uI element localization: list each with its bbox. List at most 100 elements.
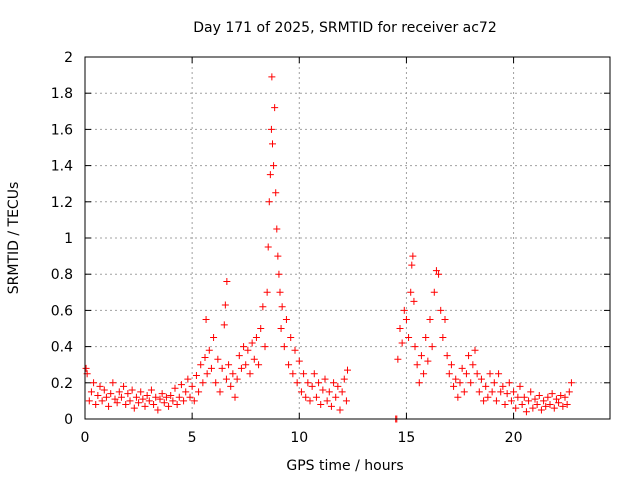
data-point <box>300 370 308 378</box>
data-point <box>275 270 283 278</box>
data-point <box>137 388 145 396</box>
data-point <box>522 408 530 416</box>
data-point <box>535 391 543 399</box>
data-point <box>321 375 329 383</box>
data-point <box>445 370 453 378</box>
data-point <box>152 393 160 401</box>
data-point <box>264 243 272 251</box>
data-point <box>411 343 419 351</box>
data-point <box>325 388 333 396</box>
data-point <box>527 388 535 396</box>
data-point <box>327 402 335 410</box>
data-point <box>240 343 248 351</box>
data-point <box>100 386 108 394</box>
data-point <box>413 361 421 369</box>
data-point <box>216 388 224 396</box>
data-point <box>544 393 552 401</box>
data-point <box>306 397 314 405</box>
data-point <box>469 361 477 369</box>
data-point <box>269 140 276 148</box>
data-point <box>128 386 136 394</box>
data-point <box>293 379 301 387</box>
y-axis-label: SRMTID / TECUs <box>6 182 22 295</box>
data-point <box>188 382 196 390</box>
data-point <box>315 379 323 387</box>
plot-frame <box>84 56 611 420</box>
data-point <box>561 393 569 401</box>
data-point <box>394 355 402 363</box>
data-point <box>537 406 545 414</box>
y-tick-label: 0.4 <box>51 340 73 356</box>
data-point <box>274 252 282 260</box>
data-point <box>426 315 434 323</box>
x-tick-label: 5 <box>188 430 197 446</box>
data-point <box>439 334 447 342</box>
data-point <box>310 370 318 378</box>
chart-title: Day 171 of 2025, SRMTID for receiver ac7… <box>193 20 497 36</box>
data-point <box>477 375 485 383</box>
data-point <box>555 399 563 407</box>
data-point <box>565 388 573 396</box>
data-point <box>154 406 162 414</box>
data-point <box>484 393 492 401</box>
data-point <box>420 370 428 378</box>
data-point <box>156 395 164 403</box>
data-point <box>201 353 209 361</box>
data-point <box>482 382 490 390</box>
data-point <box>259 303 267 311</box>
data-point <box>267 125 275 133</box>
data-point <box>289 370 297 378</box>
data-point <box>428 343 436 351</box>
data-point <box>120 382 128 390</box>
data-point <box>330 379 338 387</box>
data-point <box>514 393 522 401</box>
data-point <box>261 343 269 351</box>
data-point <box>231 393 239 401</box>
data-point <box>257 325 265 332</box>
data-point <box>276 288 284 296</box>
data-point <box>422 334 430 342</box>
data-point <box>501 401 509 409</box>
data-point <box>109 379 117 387</box>
data-point <box>165 402 173 410</box>
y-tick-label: 2 <box>64 50 73 66</box>
data-point <box>503 390 511 398</box>
axis-ticks: 0 5 10 15 20 0 0.2 0.4 0.6 0.8 1 1.2 1.4 1.6 1.8 2 <box>51 50 610 446</box>
data-point <box>529 404 537 412</box>
data-point <box>143 391 151 399</box>
data-point <box>175 393 183 401</box>
data-point <box>266 171 274 179</box>
data-point <box>268 73 276 81</box>
data-point <box>122 401 130 409</box>
y-tick-label: 1.4 <box>51 159 73 175</box>
data-points <box>82 73 575 423</box>
data-point <box>441 315 449 323</box>
data-point <box>499 382 507 390</box>
data-point <box>145 397 153 405</box>
data-point <box>340 375 348 383</box>
data-point <box>400 306 408 314</box>
data-point <box>475 388 483 396</box>
data-point <box>550 404 558 412</box>
data-point <box>221 301 229 309</box>
y-tick-label: 1.6 <box>51 122 73 138</box>
data-point <box>486 370 494 378</box>
data-point <box>207 364 215 372</box>
data-point <box>473 370 481 378</box>
data-point <box>197 361 205 369</box>
x-tick-label: 0 <box>81 430 90 446</box>
data-point <box>227 382 235 390</box>
data-point <box>557 391 565 399</box>
data-point <box>199 379 207 387</box>
data-point <box>396 325 404 332</box>
data-point <box>323 397 331 405</box>
data-point <box>460 388 468 396</box>
data-point <box>229 370 237 378</box>
data-point <box>190 397 198 405</box>
data-point <box>490 379 498 387</box>
data-point <box>492 397 500 405</box>
data-point <box>488 388 496 396</box>
data-point <box>205 346 213 354</box>
data-point <box>265 198 273 206</box>
data-point <box>222 375 230 383</box>
